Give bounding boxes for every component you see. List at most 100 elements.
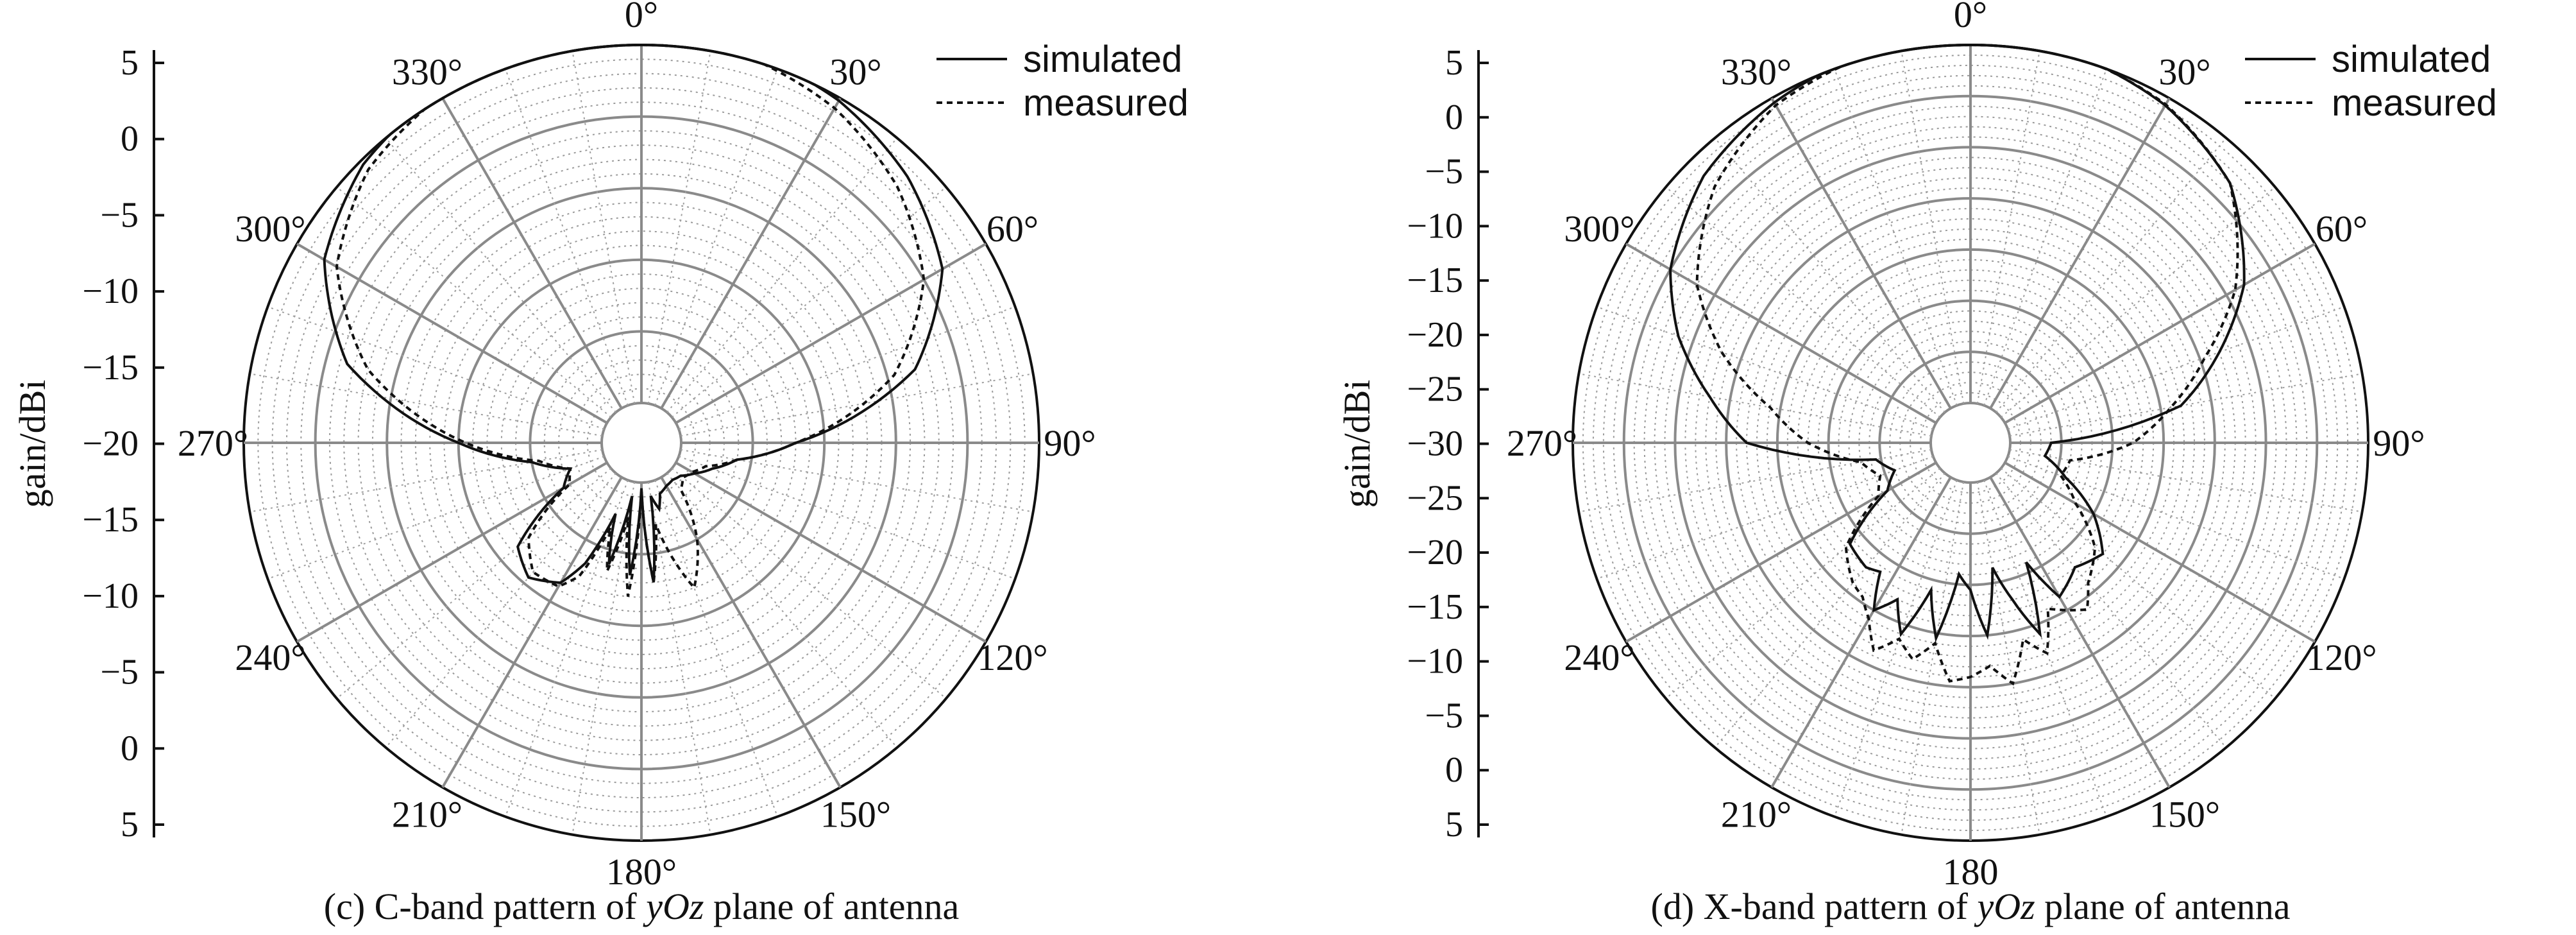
angle-tick-label: 30° — [2158, 51, 2210, 92]
minor-grid-spoke — [267, 456, 605, 579]
minor-grid-spoke — [2009, 373, 2362, 437]
angle-tick-label: 300° — [1564, 208, 1634, 250]
angle-tick-label: 0° — [625, 0, 658, 35]
major-grid-spoke — [660, 476, 842, 788]
minor-grid-spoke — [1901, 51, 1965, 404]
angle-tick-label: 240° — [235, 637, 305, 678]
major-grid-spoke — [2004, 243, 2316, 424]
gain-tick-label: −10 — [1407, 206, 1463, 246]
angle-tick-label: 330° — [1721, 51, 1792, 92]
major-grid-spoke — [296, 461, 608, 643]
gain-tick-label: −15 — [82, 500, 139, 540]
caption-italic: yOz — [1974, 886, 2035, 927]
minor-grid-spoke — [678, 306, 1015, 430]
legend-label-measured: measured — [2332, 82, 2497, 124]
minor-grid-spoke — [1996, 137, 2227, 413]
gain-axis-title: gain/dBi — [12, 380, 53, 508]
minor-grid-spoke — [572, 481, 636, 835]
minor-grid-spoke — [1983, 479, 2107, 817]
minor-grid-spoke — [1714, 137, 1945, 413]
minor-grid-spoke — [385, 137, 616, 413]
gain-tick-label: 5 — [1445, 805, 1463, 845]
gain-tick-label: −25 — [1407, 370, 1463, 409]
minor-grid-spoke — [654, 479, 778, 817]
angle-tick-label: 270° — [1507, 422, 1577, 464]
legend-label-simulated: simulated — [1023, 39, 1182, 80]
gain-tick-label: 5 — [1445, 43, 1463, 83]
minor-grid-spoke — [1996, 472, 2227, 748]
angle-tick-label: 30° — [829, 51, 881, 92]
legend-label-simulated: simulated — [2332, 39, 2491, 80]
minor-grid-spoke — [250, 449, 603, 513]
angle-tick-label: 120° — [977, 637, 1047, 678]
minor-grid-spoke — [666, 472, 898, 748]
gain-tick-label: −10 — [1407, 642, 1463, 682]
minor-grid-spoke — [2009, 449, 2362, 513]
minor-grid-spoke — [505, 479, 629, 817]
angle-tick-label: 330° — [392, 51, 462, 92]
minor-grid-spoke — [250, 373, 603, 437]
angle-tick-label: 0° — [1954, 0, 1987, 35]
angle-tick-label: 180 — [1943, 851, 1999, 893]
gain-tick-label: −5 — [1425, 696, 1463, 735]
major-grid-spoke — [675, 461, 987, 643]
gain-tick-label: 5 — [121, 805, 139, 845]
minor-grid-spoke — [671, 186, 947, 418]
caption-suffix: plane of antenna — [2035, 886, 2291, 927]
gain-tick-label: −25 — [1407, 478, 1463, 518]
minor-grid-spoke — [1983, 69, 2107, 406]
gain-tick-label: −20 — [1407, 315, 1463, 355]
major-grid-spoke — [1625, 243, 1937, 424]
gain-tick-label: −15 — [1407, 587, 1463, 627]
gain-tick-label: 0 — [121, 119, 139, 159]
figure-caption: (c) C-band pattern of yOz plane of anten… — [324, 886, 959, 927]
minor-grid-spoke — [1714, 472, 1945, 748]
minor-grid-spoke — [1834, 69, 1958, 406]
gain-tick-label: −20 — [1407, 533, 1463, 572]
figure-caption: (d) X-band pattern of yOz plane of anten… — [1651, 886, 2291, 927]
legend-label-measured: measured — [1023, 82, 1189, 124]
minor-grid-spoke — [1901, 481, 1965, 835]
gain-tick-label: −15 — [1407, 261, 1463, 300]
minor-grid-spoke — [267, 306, 605, 430]
minor-grid-spoke — [647, 481, 711, 835]
gain-tick-label: 5 — [121, 43, 139, 83]
minor-grid-spoke — [678, 456, 1015, 579]
gain-tick-label: 0 — [1445, 98, 1463, 137]
minor-grid-spoke — [336, 468, 612, 699]
caption-prefix: (d) X-band pattern of — [1651, 886, 1978, 927]
minor-grid-spoke — [1976, 481, 2040, 835]
angle-tick-label: 60° — [2316, 208, 2368, 250]
minor-grid-spoke — [666, 137, 898, 413]
minor-grid-spoke — [1834, 479, 1958, 817]
angle-tick-label: 300° — [235, 208, 305, 250]
angle-tick-label: 180° — [606, 851, 677, 893]
gain-tick-label: −10 — [82, 576, 139, 616]
series-line-simulated — [323, 43, 944, 585]
caption-italic: yOz — [643, 886, 704, 927]
major-grid-spoke — [660, 98, 842, 409]
minor-grid-spoke — [680, 373, 1033, 437]
gain-tick-label: −5 — [1425, 152, 1463, 192]
angle-tick-label: 90° — [1044, 422, 1096, 464]
minor-grid-spoke — [505, 69, 629, 406]
polar-chart-x-band: 0° 30° 60° 90° 120° 150° 180 210° 240° 270° 300° 33… — [1336, 0, 2497, 927]
minor-grid-spoke — [385, 472, 616, 748]
minor-grid-spoke — [1579, 373, 1932, 437]
minor-grid-spoke — [2007, 306, 2344, 430]
angle-tick-label: 150° — [2149, 794, 2220, 836]
polar-chart-c-band: 0° 30° 60° 90° 120° 150° 180° 210° 240° 270° 300° 3… — [12, 0, 1189, 927]
angle-tick-label: 270° — [178, 422, 248, 464]
minor-grid-spoke — [572, 51, 636, 404]
minor-grid-spoke — [1976, 51, 2040, 404]
minor-grid-spoke — [647, 51, 711, 404]
minor-grid-spoke — [1665, 186, 1941, 418]
minor-grid-spoke — [2000, 186, 2276, 418]
major-grid-spoke — [1770, 476, 1952, 788]
gain-tick-label: −15 — [82, 348, 139, 388]
series-line-simulated — [1669, 43, 2246, 643]
minor-grid-spoke — [654, 69, 778, 406]
gain-tick-label: −20 — [82, 424, 139, 464]
minor-grid-spoke — [1665, 468, 1941, 699]
angle-tick-label: 210° — [392, 794, 462, 836]
